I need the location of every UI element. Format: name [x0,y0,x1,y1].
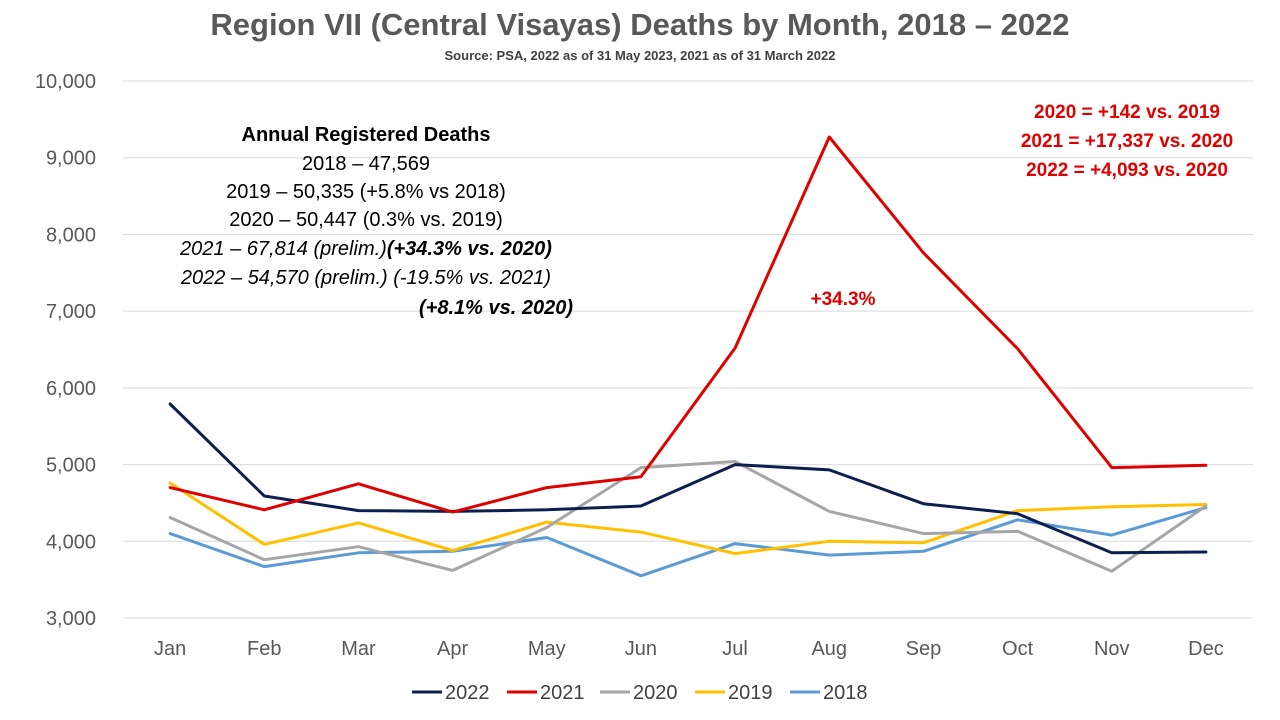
series-line-2018 [168,506,1208,578]
annual-deaths-heading: Annual Registered Deaths [242,124,491,146]
annual-deaths-2021: 2021 – 67,814 (prelim.)(+34.3% vs. 2020) [179,238,552,260]
annual-deaths-2022-vs-2020: (+8.1% vs. 2020) [419,297,573,319]
series-line-2019 [168,481,1208,556]
y-tick-label: 5,000 [46,455,96,477]
x-tick-label: Aug [811,638,847,660]
x-tick-label: Jun [625,638,657,660]
y-tick-label: 6,000 [46,378,96,400]
series-lines [168,135,1208,578]
x-tick-label: May [528,638,566,660]
chart-title: Region VII (Central Visayas) Deaths by M… [210,7,1069,42]
annual-deaths-2021-value: 2021 – 67,814 (prelim.) [179,238,387,260]
series-line-2021 [168,135,1208,514]
x-tick-label: Jan [154,638,186,660]
chart-subtitle: Source: PSA, 2022 as of 31 May 2023, 202… [445,48,836,63]
annual-deaths-2020: 2020 – 50,447 (0.3% vs. 2019) [229,209,503,231]
legend-label-2020: 2020 [633,682,678,704]
diff-2022: 2022 = +4,093 vs. 2020 [1026,160,1228,181]
series-line-2022 [168,402,1208,555]
y-axis-tick-labels: 3,000 4,000 5,000 6,000 7,000 8,000 9,000 10,00… [35,71,96,630]
y-tick-label: 10,000 [35,71,96,93]
annual-deaths-2018: 2018 – 47,569 [302,153,430,175]
x-tick-label: Jul [722,638,748,660]
legend: 2022 2021 2020 2019 2018 [412,682,868,704]
y-tick-label: 4,000 [46,531,96,553]
series-line-2020 [168,460,1208,573]
legend-label-2022: 2022 [445,682,490,704]
x-tick-label: Apr [437,638,468,660]
x-tick-label: Oct [1002,638,1034,660]
annual-deaths-2019: 2019 – 50,335 (+5.8% vs 2018) [226,181,506,203]
peak-increase-label: +34.3% [811,289,876,310]
annual-deaths-2021-change: (+34.3% vs. 2020) [387,238,552,260]
y-tick-label: 8,000 [46,224,96,246]
legend-label-2019: 2019 [728,682,773,704]
diff-2021: 2021 = +17,337 vs. 2020 [1021,131,1233,152]
x-tick-label: Feb [247,638,281,660]
legend-label-2021: 2021 [540,682,585,704]
x-axis-tick-labels: Jan Feb Mar Apr May Jun Jul Aug Sep Oct Nov Dec [154,638,1224,660]
x-tick-label: Sep [906,638,942,660]
difference-annotation: 2020 = +142 vs. 2019 2021 = +17,337 vs. … [1021,102,1233,181]
x-tick-label: Dec [1188,638,1224,660]
y-tick-label: 3,000 [46,608,96,630]
annual-deaths-annotation: Annual Registered Deaths 2018 – 47,569 2… [179,124,573,319]
annual-deaths-2022: 2022 – 54,570 (prelim.) (-19.5% vs. 2021… [180,267,551,289]
diff-2020: 2020 = +142 vs. 2019 [1034,102,1220,123]
legend-label-2018: 2018 [823,682,868,704]
y-tick-label: 7,000 [46,301,96,323]
x-tick-label: Nov [1094,638,1130,660]
y-tick-label: 9,000 [46,148,96,170]
x-tick-label: Mar [341,638,376,660]
